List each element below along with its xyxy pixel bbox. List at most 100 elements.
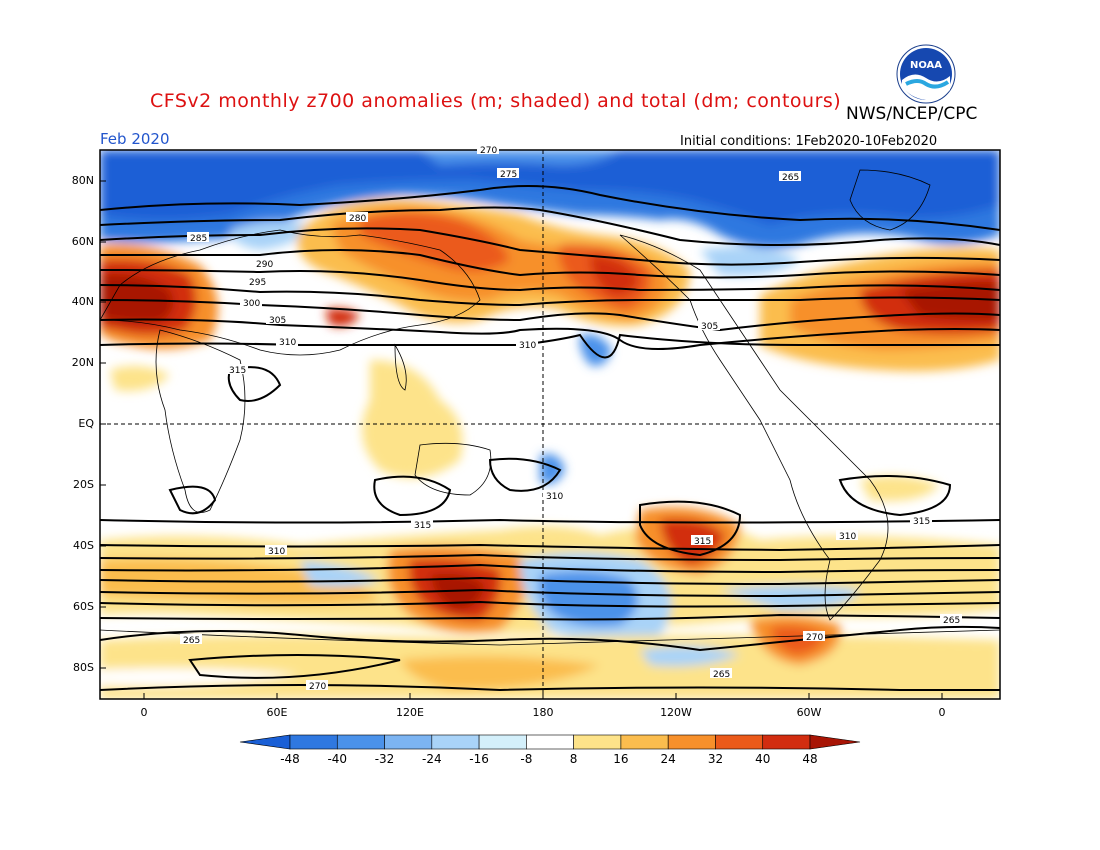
svg-text:295: 295 xyxy=(249,278,266,288)
colorbar-segment xyxy=(478,734,527,750)
colorbar-segment xyxy=(809,734,861,750)
colorbar-segment xyxy=(431,734,480,750)
contour-label-285: 285 xyxy=(187,232,209,244)
contour-label-295: 295 xyxy=(246,276,268,288)
svg-text:315: 315 xyxy=(694,537,711,547)
initial-conditions: Initial conditions: 1Feb2020-10Feb2020 xyxy=(680,134,938,149)
y-label-eq: EQ xyxy=(78,417,94,430)
contour-label-310: 310 xyxy=(276,336,298,348)
contour-label-310e: 310 xyxy=(516,339,538,351)
svg-text:290: 290 xyxy=(256,260,273,270)
contour-label-270b: 270 xyxy=(306,680,328,692)
x-label-60w: 60W xyxy=(796,706,822,719)
contour-label-280: 280 xyxy=(346,212,368,224)
colorbar-tick-label: -16 xyxy=(469,752,489,766)
colorbar-tick-label: 32 xyxy=(707,752,724,766)
contour-label-layer: 270 275 280 285 290 295 300 305 310 315 … xyxy=(180,144,962,692)
coastlines xyxy=(100,169,1000,646)
colorbar-tick-label: 16 xyxy=(613,752,629,766)
contour-label-270: 270 xyxy=(477,144,499,156)
colorbar-segment xyxy=(715,734,764,750)
contour-label-300: 300 xyxy=(240,297,262,309)
x-label-120w: 120W xyxy=(660,706,692,719)
y-label-80s: 80S xyxy=(73,661,94,674)
svg-text:275: 275 xyxy=(500,170,517,180)
contour-label-315b: 315 xyxy=(691,535,713,547)
colorbar-segment xyxy=(384,734,433,750)
colorbar-tick-label: 48 xyxy=(802,752,818,766)
y-label-40n: 40N xyxy=(71,295,94,308)
contour-label-265: 265 xyxy=(779,171,801,183)
colorbar-segment xyxy=(762,734,811,750)
svg-text:265: 265 xyxy=(782,173,799,183)
svg-text:265: 265 xyxy=(183,636,200,646)
colorbar-segment xyxy=(620,734,669,750)
colorbar-tick-label: -40 xyxy=(327,752,348,766)
svg-text:305: 305 xyxy=(269,316,286,326)
x-label-180: 180 xyxy=(532,706,554,719)
colorbar-segment xyxy=(667,734,716,750)
colorbar-segments xyxy=(239,734,861,750)
colorbar-segment xyxy=(239,734,291,750)
svg-text:265: 265 xyxy=(943,616,960,626)
colorbar-tick-label: 8 xyxy=(569,752,578,766)
contour-label-305b: 305 xyxy=(698,320,720,332)
svg-text:300: 300 xyxy=(243,299,260,309)
forecast-month: Feb 2020 xyxy=(100,130,170,148)
svg-text:270: 270 xyxy=(309,682,326,692)
svg-text:310: 310 xyxy=(546,492,563,502)
x-label-0: 0 xyxy=(140,706,148,719)
colorbar-tick-label: -48 xyxy=(280,752,300,766)
y-label-20n: 20N xyxy=(71,356,94,369)
contour-label-315d: 315 xyxy=(910,515,932,527)
contour-lines xyxy=(100,185,1000,692)
colorbar-tick-label: -32 xyxy=(374,752,395,766)
contour-label-310b: 310 xyxy=(543,490,565,502)
contour-label-265c: 265 xyxy=(710,668,732,680)
svg-text:310: 310 xyxy=(279,338,296,348)
contour-label-290: 290 xyxy=(253,258,275,270)
contour-label-315: 315 xyxy=(226,364,248,376)
y-label-60s: 60S xyxy=(73,600,94,613)
organization-label: NWS/NCEP/CPC xyxy=(846,104,978,124)
axis-ticks xyxy=(100,180,943,699)
x-label-60e: 60E xyxy=(266,706,288,719)
svg-text:280: 280 xyxy=(349,214,366,224)
svg-text:310: 310 xyxy=(268,547,285,557)
contour-label-275: 275 xyxy=(497,168,519,180)
svg-text:265: 265 xyxy=(713,670,730,680)
svg-text:270: 270 xyxy=(480,146,497,156)
contour-label-310d: 310 xyxy=(836,530,858,542)
x-label-0-right: 0 xyxy=(938,706,946,719)
contour-label-315c: 315 xyxy=(411,519,433,531)
contour-label-310c: 310 xyxy=(265,545,287,557)
noaa-logo: NOAA xyxy=(896,44,956,104)
colorbar-segment xyxy=(336,734,385,750)
svg-text:285: 285 xyxy=(190,234,207,244)
svg-text:310: 310 xyxy=(839,532,856,542)
svg-text:310: 310 xyxy=(519,341,536,351)
y-label-20s: 20S xyxy=(73,478,94,491)
colorbar-segment xyxy=(573,734,622,750)
x-label-120e: 120E xyxy=(396,706,424,719)
contour-label-265d: 265 xyxy=(940,614,962,626)
svg-text:270: 270 xyxy=(806,633,823,643)
colorbar-tick-label: -8 xyxy=(520,752,533,766)
contour-label-265b: 265 xyxy=(180,634,202,646)
y-label-80n: 80N xyxy=(71,174,94,187)
svg-text:315: 315 xyxy=(414,521,431,531)
colorbar-tick-label: 40 xyxy=(755,752,771,766)
svg-text:315: 315 xyxy=(229,366,246,376)
contour-label-305: 305 xyxy=(266,314,288,326)
colorbar-tick-label: -24 xyxy=(422,752,442,766)
y-label-40s: 40S xyxy=(73,539,94,552)
colorbar-segment xyxy=(289,734,338,750)
y-label-60n: 60N xyxy=(71,235,94,248)
noaa-logo-text: NOAA xyxy=(910,60,942,71)
colorbar-segment xyxy=(526,734,574,750)
map-title: CFSv2 monthly z700 anomalies (m; shaded)… xyxy=(150,90,842,112)
contour-label-270c: 270 xyxy=(803,631,825,643)
svg-text:315: 315 xyxy=(913,517,930,527)
